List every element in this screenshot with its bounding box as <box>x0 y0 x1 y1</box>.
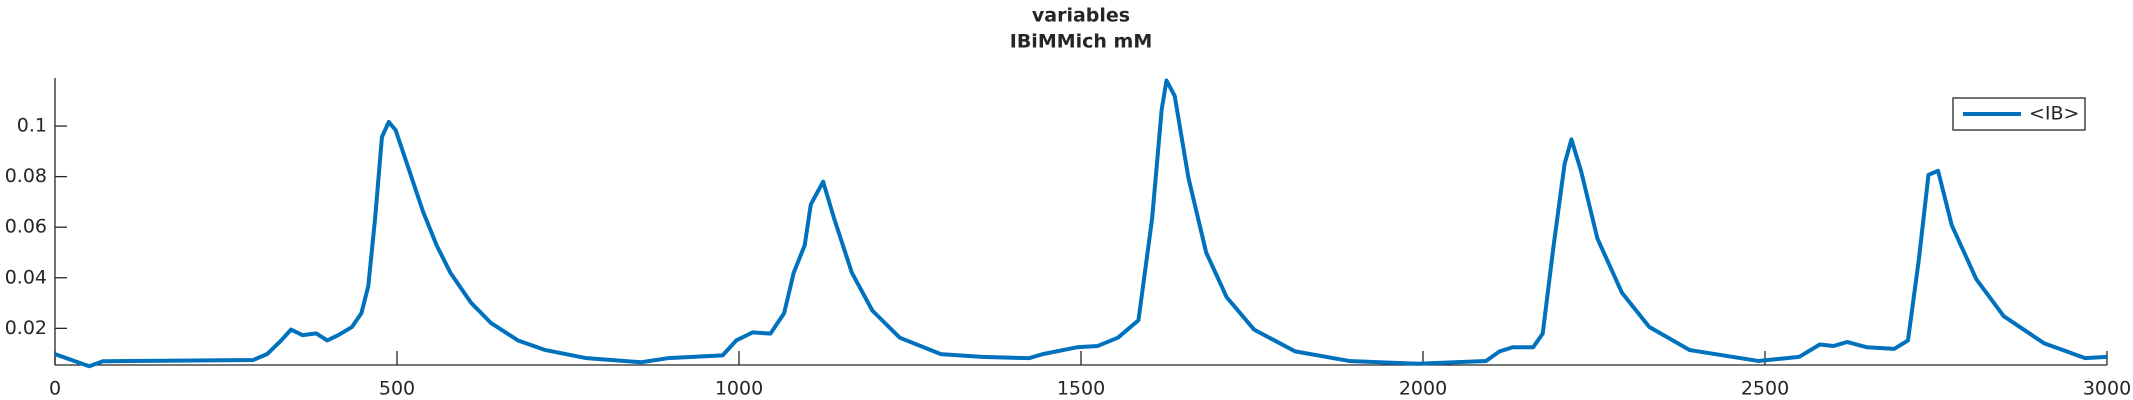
y-tick-label: 0.06 <box>5 216 47 238</box>
x-tick-label: 3000 <box>2083 378 2131 400</box>
x-tick-label: 500 <box>379 378 415 400</box>
x-tick-label: 0 <box>49 378 61 400</box>
chart-title: variables <box>1032 5 1130 27</box>
legend-label: <IB> <box>2029 103 2079 125</box>
x-tick-label: 2000 <box>1399 378 1447 400</box>
data-line <box>54 78 2108 369</box>
y-tick-label: 0.1 <box>17 115 47 137</box>
chart-subtitle: IBiMMich mM <box>1010 31 1153 53</box>
x-tick-label: 2500 <box>1741 378 1789 400</box>
y-tick-label: 0.04 <box>5 266 47 288</box>
y-tick-label: 0.02 <box>5 317 47 339</box>
x-tick-label: 1500 <box>1057 378 1105 400</box>
y-tick-label: 0.08 <box>5 165 47 187</box>
x-tick-label: 1000 <box>715 378 763 400</box>
